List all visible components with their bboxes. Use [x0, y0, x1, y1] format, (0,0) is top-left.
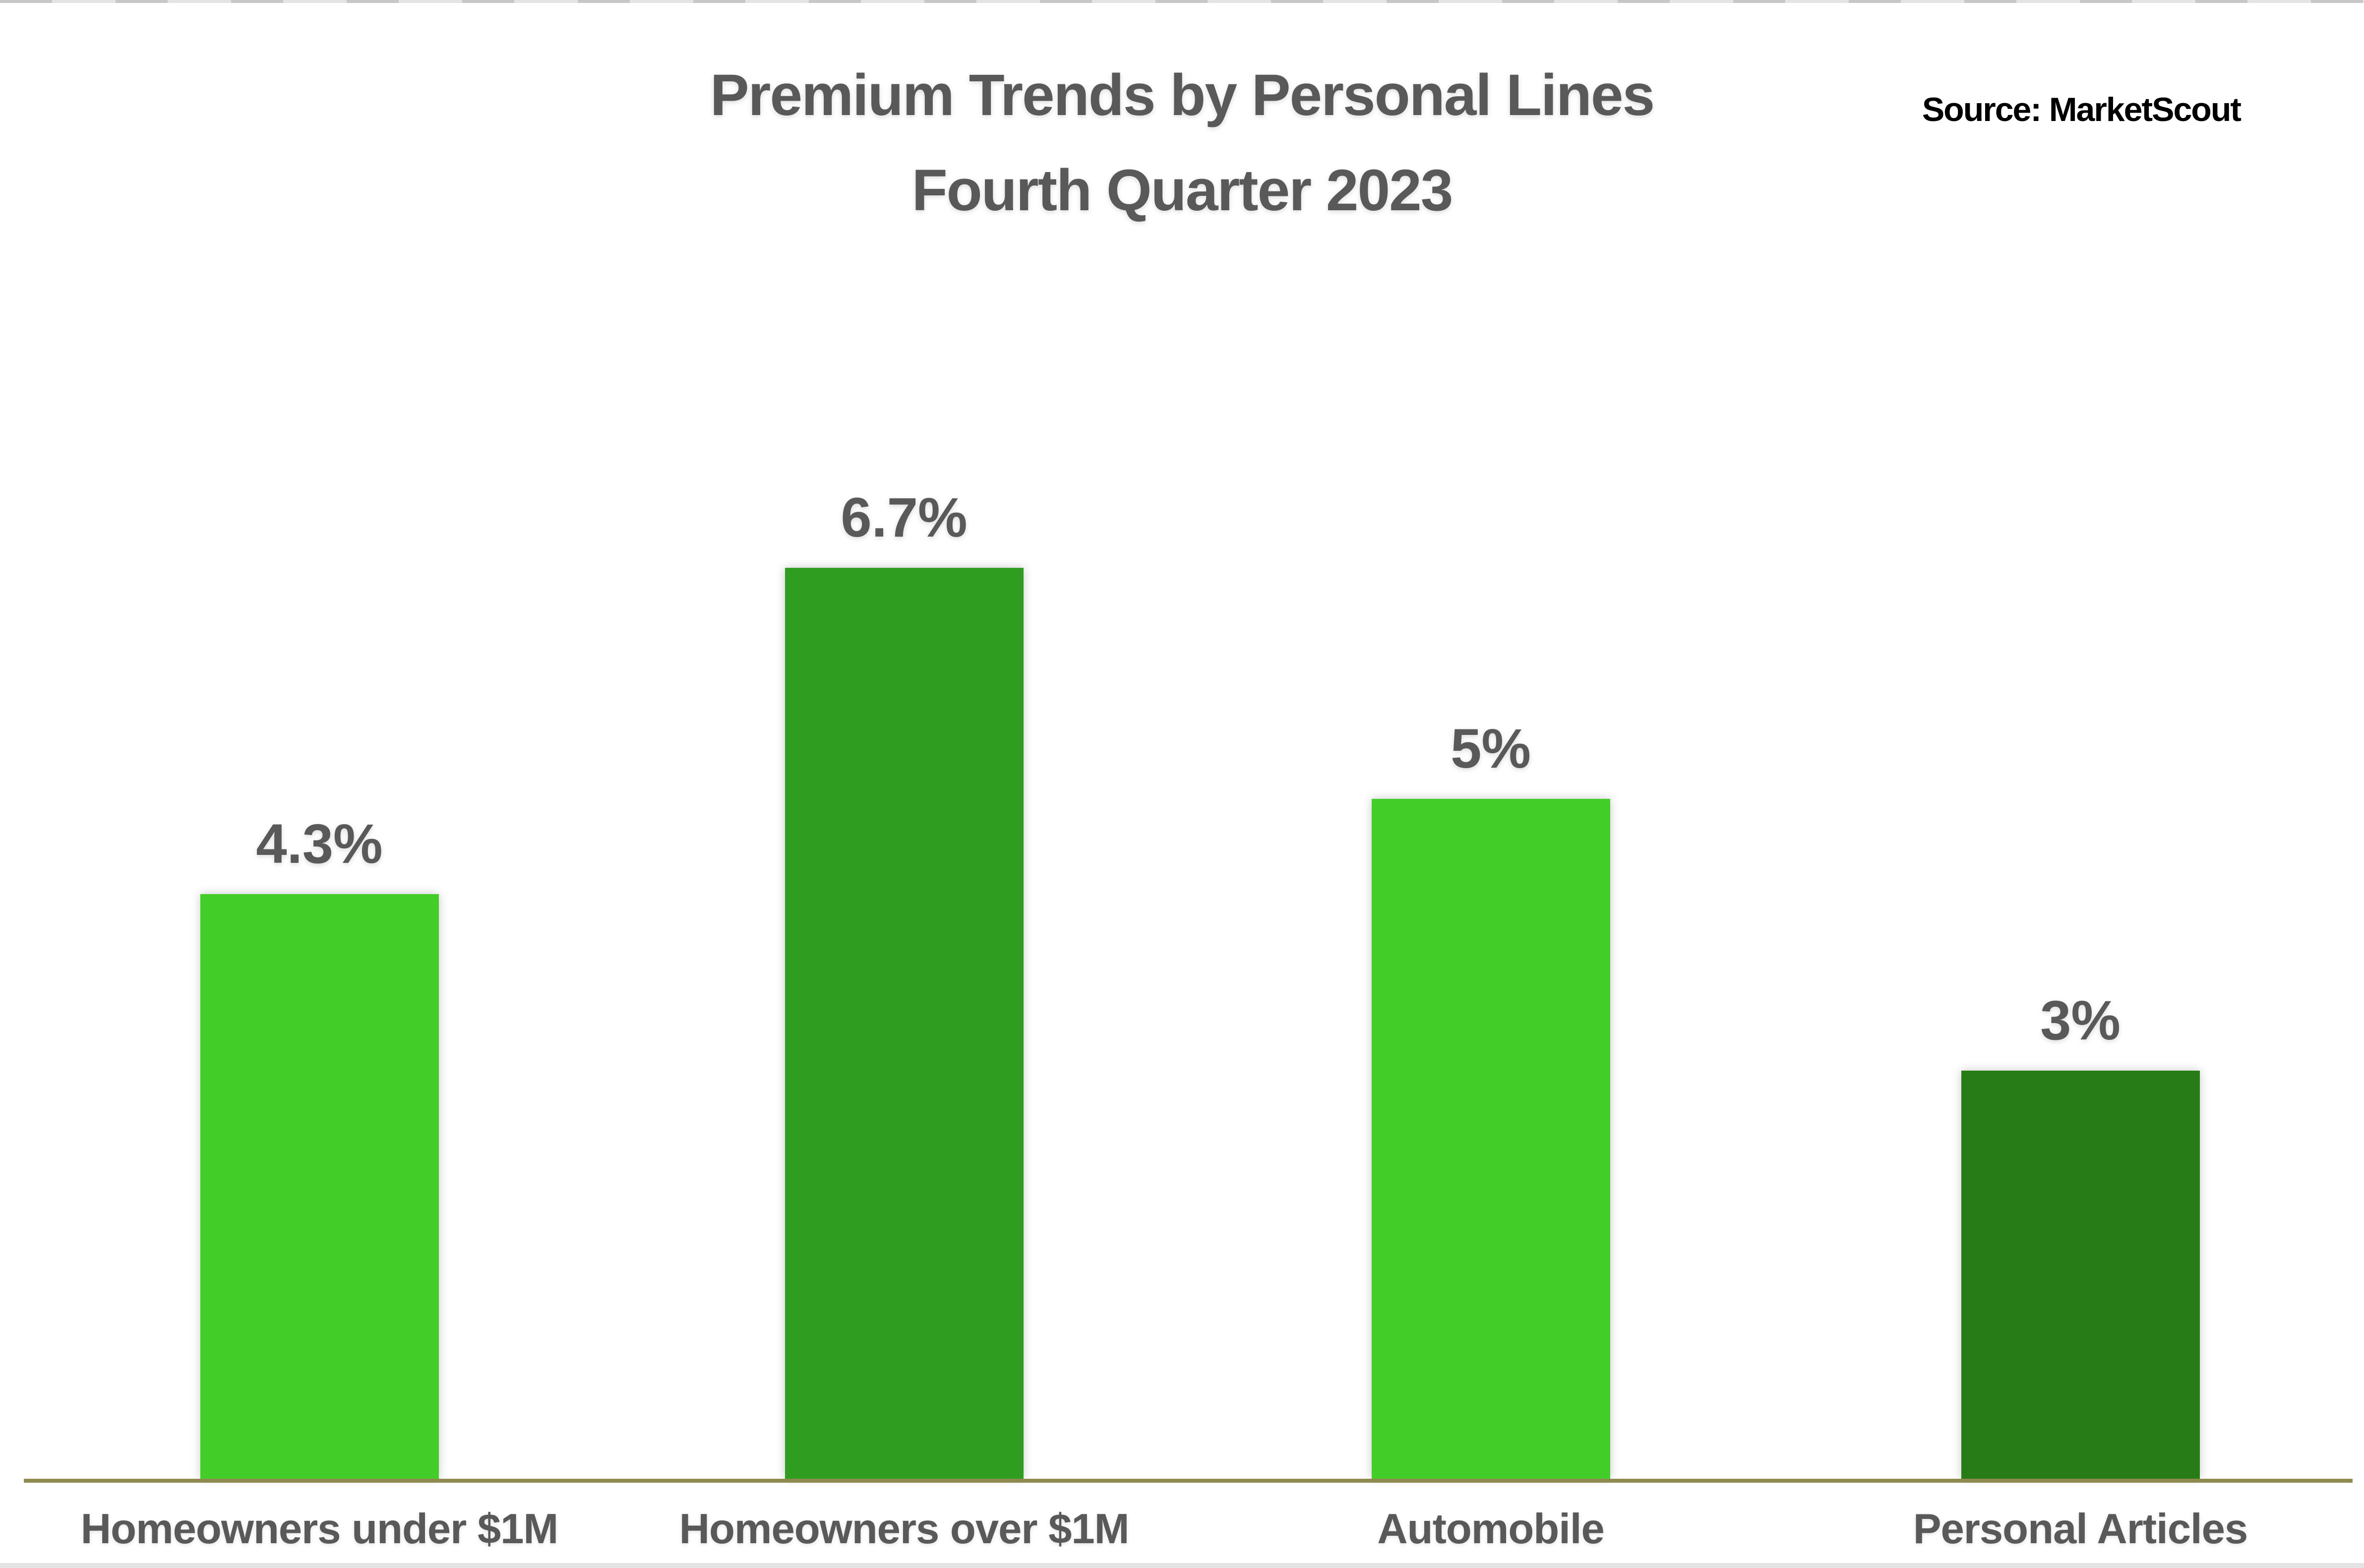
bar	[200, 894, 439, 1479]
chart-title-line2: Fourth Quarter 2023	[911, 158, 1454, 223]
x-axis-line	[24, 1479, 2353, 1483]
chart-title: Premium Trends by Personal Lines Fourth …	[0, 66, 2364, 220]
bar	[785, 568, 1024, 1479]
source-attribution: Source: MarketScout	[1922, 91, 2242, 128]
bar-value-label: 4.3%	[256, 813, 383, 875]
x-axis-category-label: Homeowners under $1M	[80, 1506, 558, 1553]
page-top-edge	[0, 0, 2364, 3]
bar-value-label: 5%	[1451, 718, 1531, 780]
x-axis-category-label: Automobile	[1377, 1506, 1604, 1553]
page-bottom-edge	[0, 1563, 2364, 1568]
x-axis-category-label: Personal Articles	[1913, 1506, 2248, 1553]
bar-value-label: 3%	[2040, 989, 2121, 1051]
bar	[1371, 799, 1610, 1479]
x-axis-category-label: Homeowners over $1M	[679, 1506, 1130, 1553]
bar	[1961, 1071, 2200, 1479]
chart-title-line1: Premium Trends by Personal Lines	[710, 62, 1655, 128]
bar-value-label: 6.7%	[841, 486, 968, 548]
